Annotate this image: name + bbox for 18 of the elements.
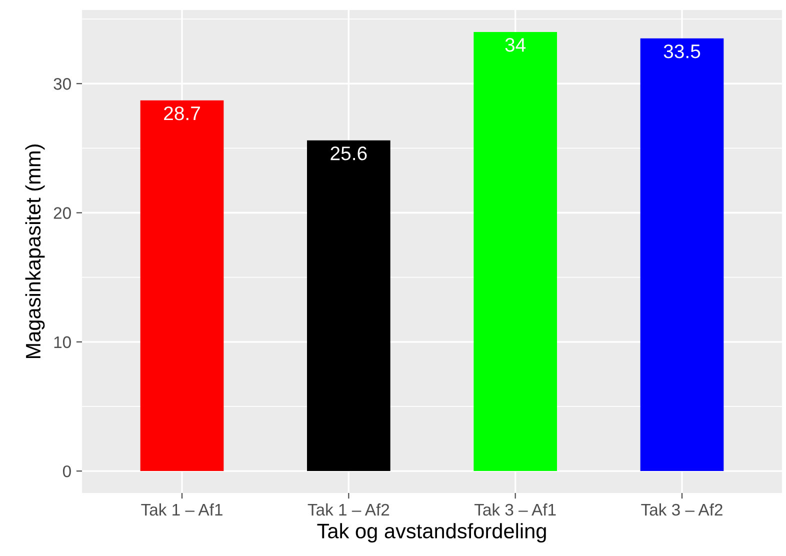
x-tick-label: Tak 3 – Af2 bbox=[641, 503, 722, 516]
x-tick-label: Tak 3 – Af1 bbox=[474, 503, 556, 516]
bar bbox=[640, 38, 724, 472]
data-label: 33.5 bbox=[664, 44, 700, 58]
bar bbox=[474, 32, 557, 472]
data-label: 28.7 bbox=[164, 106, 200, 120]
y-tick-label: 0 bbox=[62, 465, 71, 478]
data-label: 34 bbox=[505, 38, 526, 52]
bar bbox=[307, 140, 390, 472]
y-tick-label: 20 bbox=[54, 207, 71, 219]
bar bbox=[140, 100, 224, 472]
y-tick-label: 30 bbox=[54, 78, 71, 90]
data-label: 25.6 bbox=[330, 146, 367, 160]
x-tick-label: Tak 1 – Af1 bbox=[141, 503, 222, 516]
y-tick-label: 10 bbox=[54, 336, 71, 348]
x-axis-title: Tak og avstandsfordeling bbox=[317, 523, 546, 543]
x-tick-label: Tak 1 – Af2 bbox=[308, 503, 390, 516]
y-axis-title: Magasinkapasitet (mm) bbox=[25, 144, 45, 358]
